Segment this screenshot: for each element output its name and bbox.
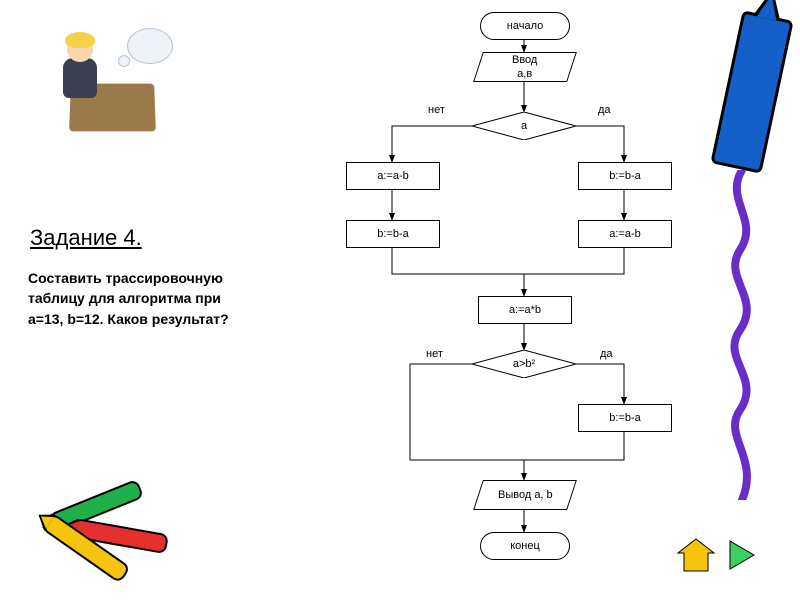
nav-home-button[interactable] — [676, 537, 716, 573]
node-p_ba1: b:=b-a — [346, 220, 440, 248]
node-output: Вывод a, b — [473, 480, 577, 510]
node-end: конец — [480, 532, 570, 560]
flowchart: начало Вводa,в a a:=a-b b:=b-a b:=b-a a:=a-b a:… — [280, 8, 680, 583]
student-clipart — [55, 28, 175, 138]
node-p_mul: a:=a*b — [478, 296, 572, 324]
edge-label-d1_no: нет — [428, 104, 445, 116]
node-start: начало — [480, 12, 570, 40]
task-title: Задание 4. — [30, 225, 142, 251]
crayon-stroke — [720, 170, 766, 500]
crayons-clipart — [28, 478, 198, 578]
nav-buttons — [670, 537, 766, 578]
edge-label-d2_no: нет — [426, 348, 443, 360]
big-crayon-clipart — [710, 10, 793, 173]
node-p_ab1: a:=a-b — [346, 162, 440, 190]
node-input: Вводa,в — [473, 52, 577, 82]
node-p_ab2: a:=a-b — [578, 220, 672, 248]
task-text: Составить трассировочную таблицу для алг… — [28, 268, 248, 329]
nav-next-button[interactable] — [726, 537, 766, 573]
node-d1: a — [472, 112, 576, 140]
edge-label-d1_yes: да — [598, 104, 611, 116]
node-p_ba3: b:=b-a — [578, 404, 672, 432]
node-p_ba2: b:=b-a — [578, 162, 672, 190]
node-d2: a>b² — [472, 350, 576, 378]
edge-label-d2_yes: да — [600, 348, 613, 360]
